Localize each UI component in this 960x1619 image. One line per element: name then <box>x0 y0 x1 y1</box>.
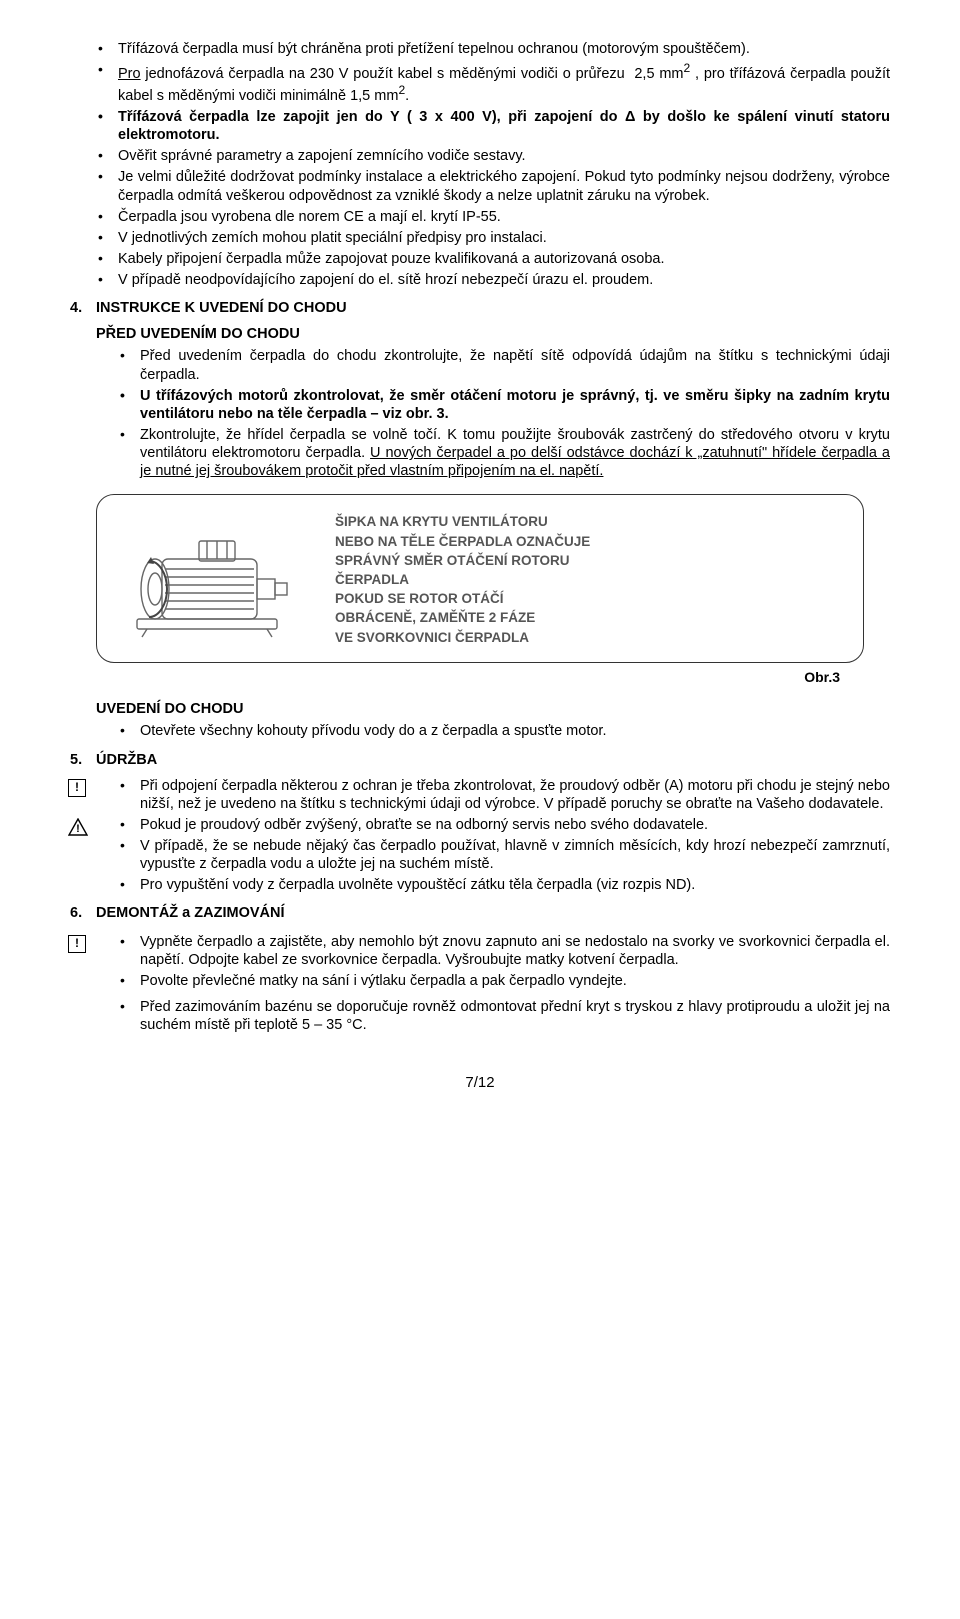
bullet-text: Při odpojení čerpadla některou z ochran … <box>140 778 890 812</box>
motor-illustration <box>117 521 307 641</box>
bullet: Otevřete všechny kohouty přívodu vody do… <box>70 722 890 740</box>
warning-triangle-icon: ! <box>68 818 88 836</box>
section4-start-heading: UVEDENÍ DO CHODU <box>96 700 890 718</box>
bullet: V případě, že se nebude nějaký čas čerpa… <box>70 837 890 873</box>
fig-line: SPRÁVNÝ SMĚR OTÁČENÍ ROTORU <box>335 552 590 570</box>
section-number: 6. <box>70 904 96 922</box>
warning-box-icon: ! <box>68 935 86 953</box>
section-number: 4. <box>70 299 96 317</box>
section5-bullets: ! Při odpojení čerpadla některou z ochra… <box>70 777 890 895</box>
bullet-text: Vypněte čerpadlo a zajistěte, aby nemohl… <box>140 934 890 968</box>
bullet: Pro vypuštění vody z čerpadla uvolněte v… <box>70 876 890 894</box>
section4-start-bullets: Otevřete všechny kohouty přívodu vody do… <box>70 722 890 740</box>
figure-3-label: Obr.3 <box>70 669 840 687</box>
bullet: Před zazimováním bazénu se doporučuje ro… <box>70 998 890 1034</box>
section-title: DEMONTÁŽ a ZAZIMOVÁNÍ <box>96 904 285 922</box>
section6-bullets: ! Vypněte čerpadlo a zajistěte, aby nemo… <box>70 933 890 1035</box>
bullet: V jednotlivých zemích mohou platit speci… <box>70 229 890 247</box>
bullet: ! Vypněte čerpadlo a zajistěte, aby nemo… <box>70 933 890 969</box>
bullet: Povolte převlečné matky na sání i výtlak… <box>70 972 890 990</box>
fig-line: OBRÁCENĚ, ZAMĚŇTE 2 FÁZE <box>335 609 590 627</box>
section-number: 5. <box>70 751 96 769</box>
fig-line: NEBO NA TĚLE ČERPADLA OZNAČUJE <box>335 533 590 551</box>
section4-pre-heading: PŘED UVEDENÍM DO CHODU <box>96 325 890 343</box>
bullet: Pro jednofázová čerpadla na 230 V použít… <box>70 61 890 105</box>
bullet-bold: Třífázová čerpadla lze zapojit jen do Y … <box>70 108 890 144</box>
svg-text:!: ! <box>76 823 80 835</box>
bullet: Před uvedením čerpadla do chodu zkontrol… <box>70 347 890 383</box>
section4-pre-bullets: Před uvedením čerpadla do chodu zkontrol… <box>70 347 890 480</box>
section-title: ÚDRŽBA <box>96 751 157 769</box>
bullet-text: Pokud je proudový odběr zvýšený, obraťte… <box>140 817 708 833</box>
section6-heading: 6. DEMONTÁŽ a ZAZIMOVÁNÍ <box>70 904 890 922</box>
section3-bullets: Třífázová čerpadla musí být chráněna pro… <box>70 40 890 289</box>
section4-heading: 4. INSTRUKCE K UVEDENÍ DO CHODU <box>70 299 890 317</box>
bullet: Ověřit správné parametry a zapojení zemn… <box>70 147 890 165</box>
bullet: V případě neodpovídajícího zapojení do e… <box>70 271 890 289</box>
bullet: Třífázová čerpadla musí být chráněna pro… <box>70 40 890 58</box>
section5-heading: 5. ÚDRŽBA <box>70 751 890 769</box>
bullet: Zkontrolujte, že hřídel čerpadla se voln… <box>70 426 890 480</box>
bullet: ! Pokud je proudový odběr zvýšený, obrať… <box>70 816 890 834</box>
bullet: Kabely připojení čerpadla může zapojovat… <box>70 250 890 268</box>
fig-line: ČERPADLA <box>335 571 590 589</box>
bullet-bold: U třífázových motorů zkontrolovat, že sm… <box>70 387 890 423</box>
fig-line: POKUD SE ROTOR OTÁČÍ <box>335 590 590 608</box>
underline-word: Pro <box>118 66 141 82</box>
figure-3-box: ŠIPKA NA KRYTU VENTILÁTORU NEBO NA TĚLE … <box>96 494 864 663</box>
fig-line: ŠIPKA NA KRYTU VENTILÁTORU <box>335 513 590 531</box>
figure-3-text: ŠIPKA NA KRYTU VENTILÁTORU NEBO NA TĚLE … <box>335 513 590 648</box>
bullet: Čerpadla jsou vyrobena dle norem CE a ma… <box>70 208 890 226</box>
section-title: INSTRUKCE K UVEDENÍ DO CHODU <box>96 299 347 317</box>
fig-line: VE SVORKOVNICI ČERPADLA <box>335 629 590 647</box>
warning-box-icon: ! <box>68 779 86 797</box>
bullet: ! Při odpojení čerpadla některou z ochra… <box>70 777 890 813</box>
page-number: 7/12 <box>70 1074 890 1093</box>
bullet: Je velmi důležité dodržovat podmínky ins… <box>70 168 890 204</box>
